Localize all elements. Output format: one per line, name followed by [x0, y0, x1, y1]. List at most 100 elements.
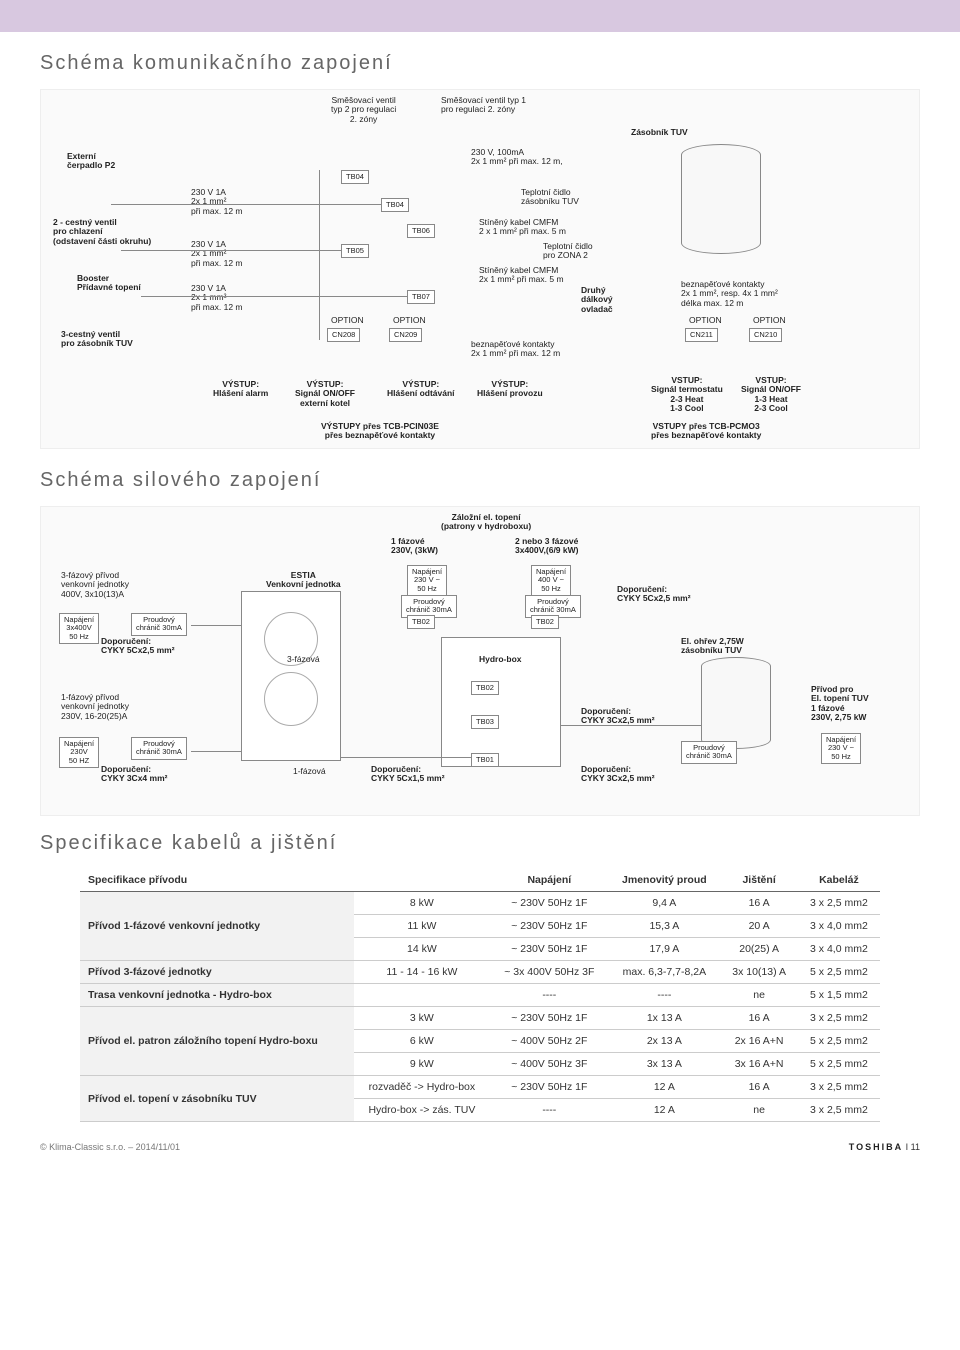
- heater-275: El. ohřev 2,75Wzásobníku TUV: [681, 637, 744, 656]
- footer-brand: TOSHIBA: [849, 1142, 903, 1152]
- footer-left: © Klima-Classic s.r.o. – 2014/11/01: [40, 1142, 180, 1152]
- rec-3c25-2: Doporučení:CYKY 3Cx2,5 mm²: [581, 765, 655, 784]
- th-fuse: Jištění: [720, 869, 798, 892]
- phase23: 2 nebo 3 fázové3x400V,(6/9 kW): [515, 537, 578, 556]
- group-label: Trasa venkovní jednotka - Hydro-box: [80, 984, 354, 1007]
- tuv-cylinder: [701, 657, 771, 749]
- label-cmfm-2: Stíněný kabel CMFM2x 1 mm² při max. 5 m: [479, 266, 564, 285]
- cn208: CN208: [327, 328, 360, 342]
- label-temp-sensor-tuv: Teplotní čidlozásobníku TUV: [521, 188, 579, 207]
- feed-1ph: 1-fázový přívodvenkovní jednotky230V, 16…: [61, 693, 129, 721]
- group-label: Přívod 3-fázové jednotky: [80, 961, 354, 984]
- wire: [561, 725, 701, 726]
- tb02-2: TB02: [531, 615, 559, 629]
- rec-5c15: Doporučení:CYKY 5Cx1,5 mm²: [371, 765, 445, 784]
- three-phase: 3-fázová: [287, 655, 320, 664]
- label-spec-230-100: 230 V, 100mA2x 1 mm² při max. 12 m,: [471, 148, 563, 167]
- table-row: Přívod 3-fázové jednotky 11 - 14 - 16 kW…: [80, 961, 880, 984]
- nap-230-2: Napájení230 V ~50 Hz: [821, 733, 861, 764]
- out-operation: VÝSTUP:Hlášení provozu: [477, 380, 543, 399]
- tb05: TB05: [341, 244, 369, 258]
- cn211: CN211: [685, 328, 718, 342]
- header-bar: [0, 0, 960, 32]
- wire: [111, 204, 381, 205]
- label-mix-valve-1: Směšovací ventil typ 1pro regulaci 2. zó…: [441, 96, 526, 115]
- section1-title: Schéma komunikačního zapojení: [40, 52, 920, 75]
- cn210: CN210: [749, 328, 782, 342]
- out-defrost: VÝSTUP:Hlášení odtávání: [387, 380, 455, 399]
- tb06: TB06: [407, 224, 435, 238]
- tb01: TB01: [471, 753, 499, 767]
- rcd-4: Proudovýchránič 30mA: [131, 737, 187, 760]
- group-label: Přívod el. patron záložního topení Hydro…: [80, 1007, 354, 1076]
- hydrobox-label: Hydro-box: [479, 655, 522, 664]
- estia-label: ESTIAVenkovní jednotka: [266, 571, 341, 590]
- tb04-1: TB04: [341, 170, 369, 184]
- th-spec: Specifikace přívodu: [80, 869, 490, 892]
- spec-table: Specifikace přívodu Napájení Jmenovitý p…: [80, 869, 880, 1122]
- page-content: Schéma komunikačního zapojení Směšovací …: [0, 32, 960, 1132]
- wire: [191, 625, 241, 626]
- label-ext-pump: Externíčerpadlo P2: [67, 152, 115, 171]
- label-booster: BoosterPřídavné topení: [77, 274, 141, 293]
- label-cmfm-1: Stíněný kabel CMFM2 x 1 mm² při max. 5 m: [479, 218, 566, 237]
- table-row: Přívod 1-fázové venkovní jednotky 8 kW ~…: [80, 892, 880, 915]
- wire: [341, 757, 471, 758]
- rec-5c25-1: Doporučení:CYKY 5Cx2,5 mm²: [617, 585, 691, 604]
- label-3way-valve: 3-cestný ventilpro zásobník TUV: [61, 330, 133, 349]
- backup-title: Záložní el. topení(patrony v hydroboxu): [441, 513, 531, 532]
- outdoor-unit: [241, 591, 341, 761]
- th-cable: Kabeláž: [798, 869, 880, 892]
- diagram-power: Záložní el. topení(patrony v hydroboxu) …: [40, 506, 920, 816]
- nap-230-1: Napájení230 V ~50 Hz: [407, 565, 447, 596]
- tank-cylinder: [681, 144, 761, 254]
- group-label: Přívod el. topení v zásobníku TUV: [80, 1076, 354, 1122]
- label-option4: OPTION: [753, 316, 786, 325]
- tb02-3: TB02: [471, 681, 499, 695]
- label-remote2: Druhýdálkovýovladač: [581, 286, 613, 314]
- out-onoff: VÝSTUP:Signál ON/OFFexterní kotel: [295, 380, 355, 408]
- table-header-row: Specifikace přívodu Napájení Jmenovitý p…: [80, 869, 880, 892]
- tb07: TB07: [407, 290, 435, 304]
- rec-3c4: Doporučení:CYKY 3Cx4 mm²: [101, 765, 167, 784]
- footer-page: I 11: [903, 1142, 920, 1152]
- group-label: Přívod 1-fázové venkovní jednotky: [80, 892, 354, 961]
- th-supply: Napájení: [490, 869, 608, 892]
- label-option3: OPTION: [689, 316, 722, 325]
- tb03: TB03: [471, 715, 499, 729]
- nap-400-1: Napájení400 V ~50 Hz: [531, 565, 571, 596]
- feed-3ph: 3-fázový přívodvenkovní jednotky400V, 3x…: [61, 571, 129, 599]
- label-option1: OPTION: [331, 316, 364, 325]
- wire: [191, 751, 241, 752]
- in-thermostat: VSTUP:Signál termostatu2-3 Heat1-3 Cool: [651, 376, 723, 413]
- section3-title: Specifikace kabelů a jištění: [40, 832, 920, 855]
- label-spec-230-1a-2: 230 V 1A2x 1 mm²při max. 12 m: [191, 240, 243, 268]
- feed-tuv: Přívod proEl. topení TUV1 fázové230V, 2,…: [811, 685, 869, 722]
- label-temp-sensor-z2: Teplotní čidlopro ZONA 2: [543, 242, 593, 261]
- wire: [319, 170, 320, 340]
- label-spec-230-1a-3: 230 V 1A2x 1 mm²při max. 12 m: [191, 284, 243, 312]
- phase1: 1 fázové230V, (3kW): [391, 537, 438, 556]
- rcd-5: Proudovýchránič 30mA: [681, 741, 737, 764]
- wire: [141, 296, 407, 297]
- label-tank-tuv: Zásobník TUV: [631, 128, 688, 137]
- tb04-2: TB04: [381, 198, 409, 212]
- rec-5c25-2: Doporučení:CYKY 5Cx2,5 mm²: [101, 637, 175, 656]
- label-spec-230-1a-1: 230 V 1A2x 1 mm²při max. 12 m: [191, 188, 243, 216]
- outputs-via: VÝSTUPY přes TCB-PCIN03Epřes beznapěťové…: [321, 422, 439, 441]
- one-phase: 1-fázová: [293, 767, 326, 776]
- table-row: Přívod el. topení v zásobníku TUV rozvad…: [80, 1076, 880, 1099]
- in-onoff: VSTUP:Signál ON/OFF1-3 Heat2-3 Cool: [741, 376, 801, 413]
- nap-230hz: Napájení230V50 HZ: [59, 737, 99, 768]
- label-mix-valve-2: Směšovací ventiltyp 2 pro regulaci2. zón…: [331, 96, 396, 124]
- label-option2: OPTION: [393, 316, 426, 325]
- wire: [121, 250, 341, 251]
- label-2way-valve: 2 - cestný ventilpro chlazení(odstavení …: [53, 218, 151, 246]
- rcd-3: Proudovýchránič 30mA: [131, 613, 187, 636]
- section2-title: Schéma silového zapojení: [40, 469, 920, 492]
- inputs-via: VSTUPY přes TCB-PCMO3přes beznapěťové ko…: [651, 422, 761, 441]
- page-footer: © Klima-Classic s.r.o. – 2014/11/01 TOSH…: [0, 1132, 960, 1164]
- label-voltfree4x: beznapěťové kontakty2x 1 mm², resp. 4x 1…: [681, 280, 778, 308]
- cn209: CN209: [389, 328, 422, 342]
- table-row: Trasa venkovní jednotka - Hydro-box ----…: [80, 984, 880, 1007]
